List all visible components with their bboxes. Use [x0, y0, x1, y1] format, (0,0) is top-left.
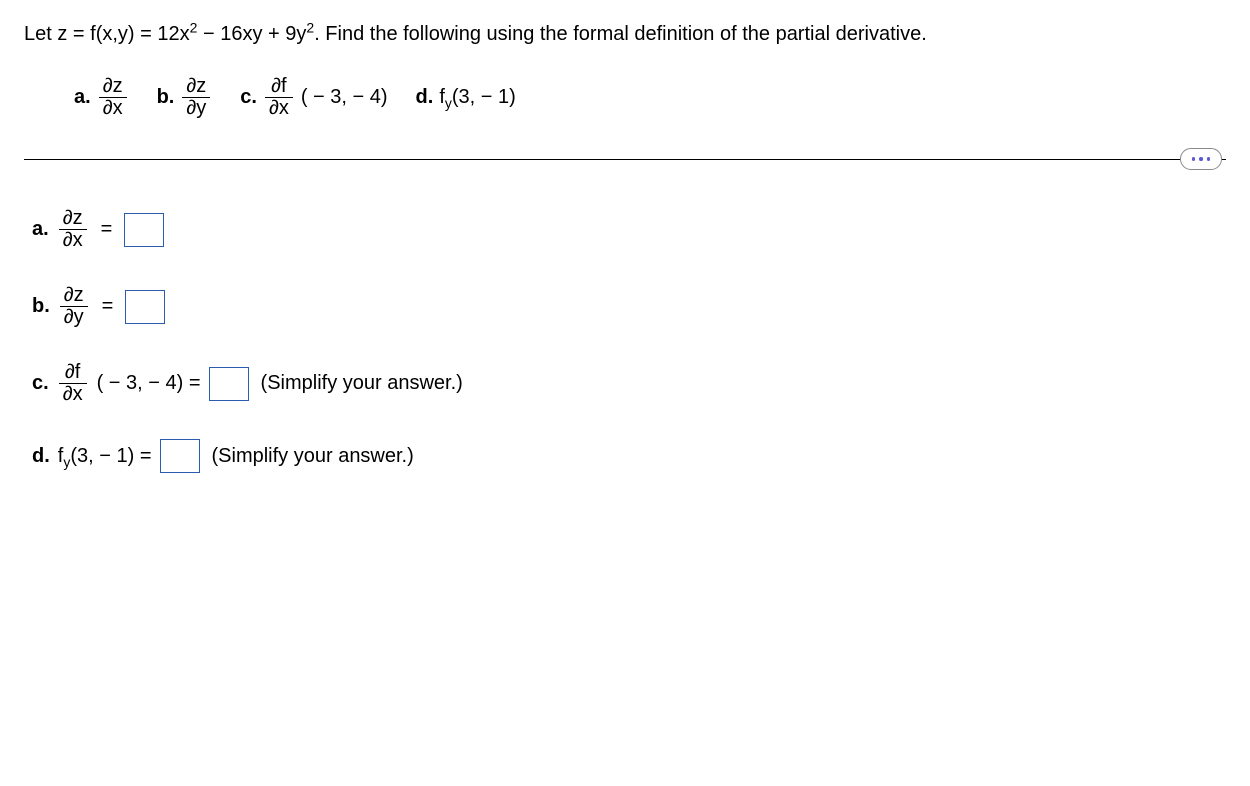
numer: ∂f: [267, 76, 290, 97]
divider-wrap: [24, 159, 1226, 160]
option-b: b. ∂z ∂y: [157, 76, 213, 119]
fraction-dz-dy: ∂z ∂y: [182, 76, 210, 119]
fraction-df-dx: ∂f ∂x: [265, 76, 293, 119]
numer: ∂z: [60, 285, 88, 306]
answer-c-arg: ( − 3, − 4) =: [97, 372, 201, 395]
section-divider: [24, 159, 1226, 160]
answer-b: b. ∂z ∂y =: [32, 285, 1226, 328]
option-a-label: a.: [74, 86, 91, 109]
denom: ∂y: [182, 97, 210, 119]
dot-icon: [1207, 157, 1211, 161]
option-a: a. ∂z ∂x: [74, 76, 129, 119]
option-d-label: d.: [416, 86, 434, 109]
answer-c: c. ∂f ∂x ( − 3, − 4) = (Simplify your an…: [32, 362, 1226, 405]
denom: ∂x: [265, 97, 293, 119]
answer-d-label: d.: [32, 445, 50, 468]
answer-b-frac: ∂z ∂y: [60, 285, 88, 328]
dot-icon: [1192, 157, 1196, 161]
more-button[interactable]: [1180, 148, 1222, 170]
answer-c-label: c.: [32, 372, 49, 395]
fy-sub: y: [445, 95, 452, 111]
denom: ∂x: [99, 97, 127, 119]
answer-c-input[interactable]: [209, 367, 249, 401]
answer-a-input[interactable]: [124, 213, 164, 247]
options-row: a. ∂z ∂x b. ∂z ∂y c. ∂f ∂x ( − 3, − 4) d…: [74, 76, 1226, 119]
problem-suffix: . Find the following using the formal de…: [314, 23, 927, 45]
numer: ∂z: [182, 76, 210, 97]
numer: ∂z: [59, 208, 87, 229]
answer-d-expr: fy(3, − 1) =: [58, 445, 152, 468]
problem-mid: − 16xy + 9y: [197, 23, 306, 45]
option-b-label: b.: [157, 86, 175, 109]
problem-prefix: Let z = f(x,y) = 12x: [24, 23, 190, 45]
option-d-expr: fy(3, − 1): [439, 86, 515, 109]
answer-d: d. fy(3, − 1) = (Simplify your answer.): [32, 439, 1226, 473]
denom: ∂x: [59, 383, 87, 405]
fy-arg: (3, − 1) =: [70, 445, 151, 467]
denom: ∂y: [60, 306, 88, 328]
answer-c-hint: (Simplify your answer.): [261, 372, 463, 395]
option-c-arg: ( − 3, − 4): [301, 86, 388, 109]
answer-b-input[interactable]: [125, 290, 165, 324]
fy-arg: (3, − 1): [452, 86, 516, 108]
answer-c-frac: ∂f ∂x: [59, 362, 87, 405]
problem-statement: Let z = f(x,y) = 12x2 − 16xy + 9y2. Find…: [24, 20, 1226, 48]
answer-a: a. ∂z ∂x =: [32, 208, 1226, 251]
numer: ∂z: [99, 76, 127, 97]
answers-block: a. ∂z ∂x = b. ∂z ∂y = c. ∂f ∂x ( − 3, − …: [32, 208, 1226, 473]
equals-sign: =: [102, 295, 114, 318]
option-d: d. fy(3, − 1): [416, 86, 516, 109]
answer-d-hint: (Simplify your answer.): [212, 445, 414, 468]
option-c: c. ∂f ∂x ( − 3, − 4): [240, 76, 387, 119]
answer-d-input[interactable]: [160, 439, 200, 473]
answer-a-frac: ∂z ∂x: [59, 208, 87, 251]
dot-icon: [1199, 157, 1203, 161]
fraction-dz-dx: ∂z ∂x: [99, 76, 127, 119]
numer: ∂f: [61, 362, 84, 383]
denom: ∂x: [59, 229, 87, 251]
answer-a-label: a.: [32, 218, 49, 241]
answer-b-label: b.: [32, 295, 50, 318]
option-c-label: c.: [240, 86, 257, 109]
equals-sign: =: [101, 218, 113, 241]
